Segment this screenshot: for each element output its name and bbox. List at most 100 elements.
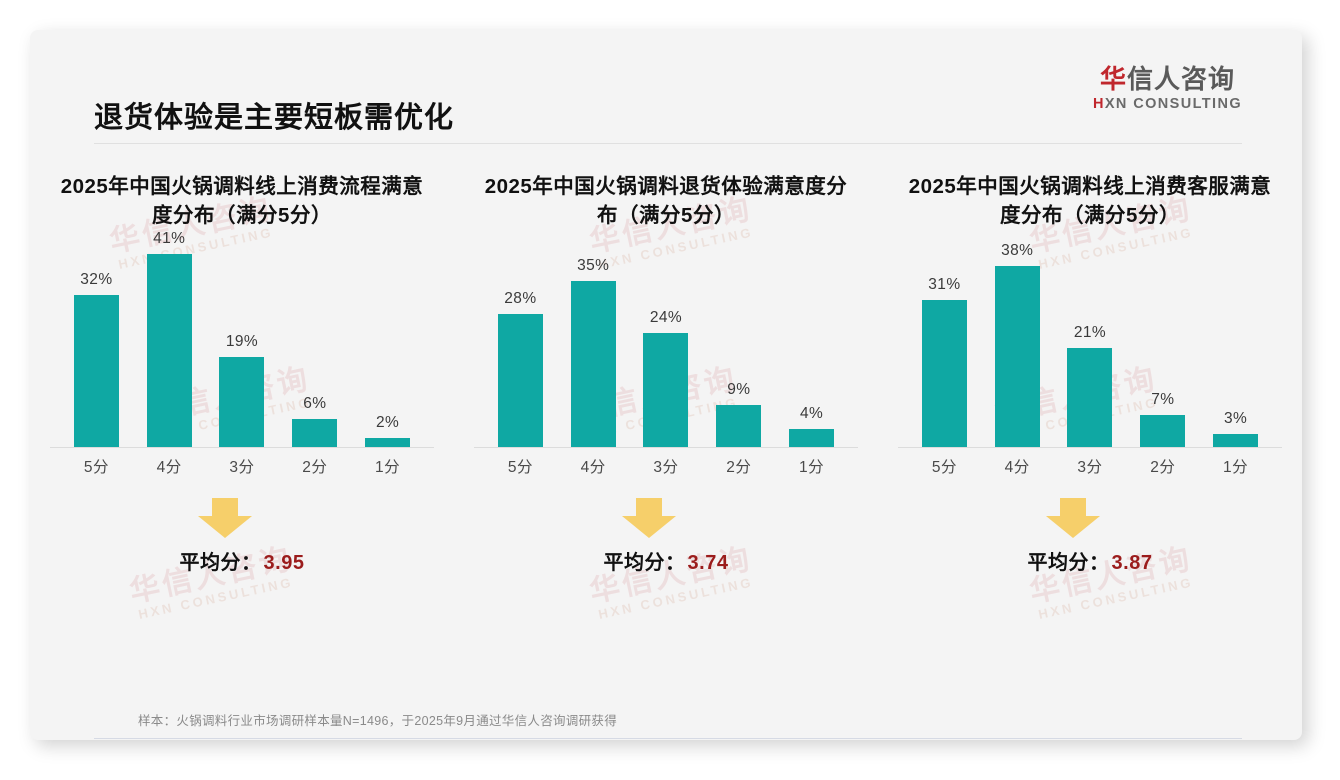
x-axis-line — [474, 447, 858, 449]
bar-item[interactable]: 3% — [1199, 230, 1272, 449]
logo-chinese-text: 华信人咨询 — [1093, 66, 1242, 92]
bar-value-label: 9% — [727, 381, 751, 399]
average-score-block: 平均分： 3.74 — [454, 498, 878, 594]
bar-value-label: 31% — [928, 276, 961, 294]
chart-title: 2025年中国火锅调料线上消费客服满意度分布（满分5分） — [908, 175, 1272, 228]
logo-english-text: HXN CONSULTING — [1093, 97, 1242, 112]
bar-group: 28% 35% 24% 9% 4% — [484, 230, 848, 449]
down-arrow-icon — [196, 498, 254, 539]
bar-item[interactable]: 9% — [702, 230, 775, 449]
bar-chart-plot: 31% 38% 21% 7% 3% 5分 4分 3分 2分 1分 — [890, 230, 1290, 480]
average-score-text: 平均分： 3.95 — [180, 546, 305, 575]
bar-chart-plot: 32% 41% 19% 6% 2% 5分 4分 3分 2分 1分 — [42, 230, 442, 480]
bar-item[interactable]: 32% — [60, 230, 133, 449]
bar-item[interactable]: 38% — [981, 230, 1054, 449]
bar[interactable] — [1213, 434, 1259, 449]
bar-item[interactable]: 7% — [1126, 230, 1199, 449]
bar-item[interactable]: 35% — [557, 230, 630, 449]
x-axis-tick-labels: 5分 4分 3分 2分 1分 — [484, 452, 848, 480]
bar[interactable] — [146, 254, 192, 449]
bar-item[interactable]: 6% — [278, 230, 351, 449]
down-arrow-icon — [1044, 498, 1102, 539]
footer-divider — [94, 738, 1242, 739]
x-tick-label: 1分 — [799, 459, 825, 477]
x-axis-line — [50, 447, 434, 449]
x-tick-label: 2分 — [726, 459, 752, 477]
x-tick-label: 2分 — [1150, 459, 1176, 477]
bar-value-label: 21% — [1073, 324, 1107, 342]
average-score-block: 平均分： 3.87 — [878, 498, 1302, 594]
average-score-label: 平均分： — [603, 552, 686, 575]
chart-title: 2025年中国火锅调料退货体验满意度分布（满分5分） — [484, 175, 848, 228]
footnote: 样本：火锅调料行业市场调研样本量N=1496，于2025年9月通过华信人咨询调研… — [138, 714, 617, 728]
chart-column: 2025年中国火锅调料线上消费流程满意度分布（满分5分） 32% 41% 19% 6% 2… — [30, 150, 454, 670]
average-score-text: 平均分： 3.87 — [1028, 546, 1153, 575]
x-tick-label: 5分 — [83, 459, 109, 477]
bar-group: 31% 38% 21% 7% 3% — [908, 230, 1272, 449]
bar-item[interactable]: 41% — [133, 230, 206, 449]
x-tick-label: 1分 — [1223, 459, 1249, 477]
bar-item[interactable]: 31% — [908, 230, 981, 449]
bar-value-label: 19% — [225, 333, 259, 351]
x-tick-label: 5分 — [507, 459, 533, 477]
chart-column: 2025年中国火锅调料线上消费客服满意度分布（满分5分） 31% 38% 21% 7% 3… — [878, 150, 1302, 670]
bar-value-label: 38% — [1001, 242, 1034, 260]
bar-group: 32% 41% 19% 6% 2% — [60, 230, 424, 449]
average-score-value: 3.87 — [1111, 552, 1153, 575]
average-score-label: 平均分： — [179, 552, 262, 575]
average-score-text: 平均分： 3.74 — [604, 546, 729, 575]
bar-value-label: 2% — [375, 414, 400, 432]
slide-card: 退货体验是主要短板需优化 华信人咨询 HXN CONSULTING 华信人咨询 … — [30, 30, 1302, 740]
header-divider — [94, 143, 1242, 144]
bar-value-label: 7% — [1151, 391, 1175, 409]
chart-column: 2025年中国火锅调料退货体验满意度分布（满分5分） 28% 35% 24% 9% 4% 5… — [454, 150, 878, 670]
bar-value-label: 32% — [80, 271, 113, 289]
bar[interactable] — [497, 314, 543, 449]
bar[interactable] — [73, 295, 119, 449]
x-tick-label: 3分 — [229, 459, 255, 477]
bar-item[interactable]: 24% — [630, 230, 703, 449]
down-arrow-icon — [620, 498, 678, 539]
bar[interactable] — [1067, 348, 1113, 449]
bar[interactable] — [789, 429, 835, 449]
charts-row: 2025年中国火锅调料线上消费流程满意度分布（满分5分） 32% 41% 19% 6% 2… — [30, 150, 1302, 670]
slide-header: 退货体验是主要短板需优化 华信人咨询 HXN CONSULTING — [30, 30, 1302, 144]
page-title: 退货体验是主要短板需优化 — [94, 102, 455, 134]
bar-item[interactable]: 21% — [1054, 230, 1127, 449]
bar-value-label: 3% — [1223, 410, 1248, 428]
bar-item[interactable]: 4% — [775, 230, 848, 449]
bar[interactable] — [643, 333, 689, 449]
x-tick-label: 3分 — [653, 459, 679, 477]
bar[interactable] — [219, 357, 265, 449]
company-logo: 华信人咨询 HXN CONSULTING — [1093, 66, 1242, 112]
bar[interactable] — [365, 438, 411, 449]
x-tick-label: 5分 — [931, 459, 957, 477]
bar-value-label: 6% — [303, 395, 327, 413]
logo-accent-char: 华 — [1099, 64, 1127, 94]
average-score-label: 平均分： — [1027, 552, 1110, 575]
average-score-value: 3.74 — [687, 552, 729, 575]
bar[interactable] — [1140, 415, 1186, 449]
x-axis-tick-labels: 5分 4分 3分 2分 1分 — [60, 452, 424, 480]
slide-footer: ©2025.11 HXR华信人咨询 www.hxrcon.com — [60, 738, 1302, 740]
x-tick-label: 1分 — [375, 459, 401, 477]
x-tick-label: 4分 — [580, 459, 606, 477]
x-axis-line — [898, 447, 1282, 449]
x-tick-label: 4分 — [156, 459, 182, 477]
bar[interactable] — [292, 419, 338, 449]
bar[interactable] — [921, 300, 967, 449]
x-axis-tick-labels: 5分 4分 3分 2分 1分 — [908, 452, 1272, 480]
bar-value-label: 4% — [799, 405, 824, 423]
x-tick-label: 2分 — [302, 459, 328, 477]
bar[interactable] — [570, 281, 616, 449]
x-tick-label: 3分 — [1077, 459, 1103, 477]
bar-value-label: 28% — [504, 290, 537, 308]
bar-item[interactable]: 2% — [351, 230, 424, 449]
bar-item[interactable]: 28% — [484, 230, 557, 449]
logo-english-accent: H — [1092, 96, 1105, 112]
average-score-value: 3.95 — [263, 552, 305, 575]
bar[interactable] — [716, 405, 762, 449]
bar-item[interactable]: 19% — [206, 230, 279, 449]
logo-english-rest: XN CONSULTING — [1104, 96, 1242, 112]
bar[interactable] — [994, 266, 1040, 449]
